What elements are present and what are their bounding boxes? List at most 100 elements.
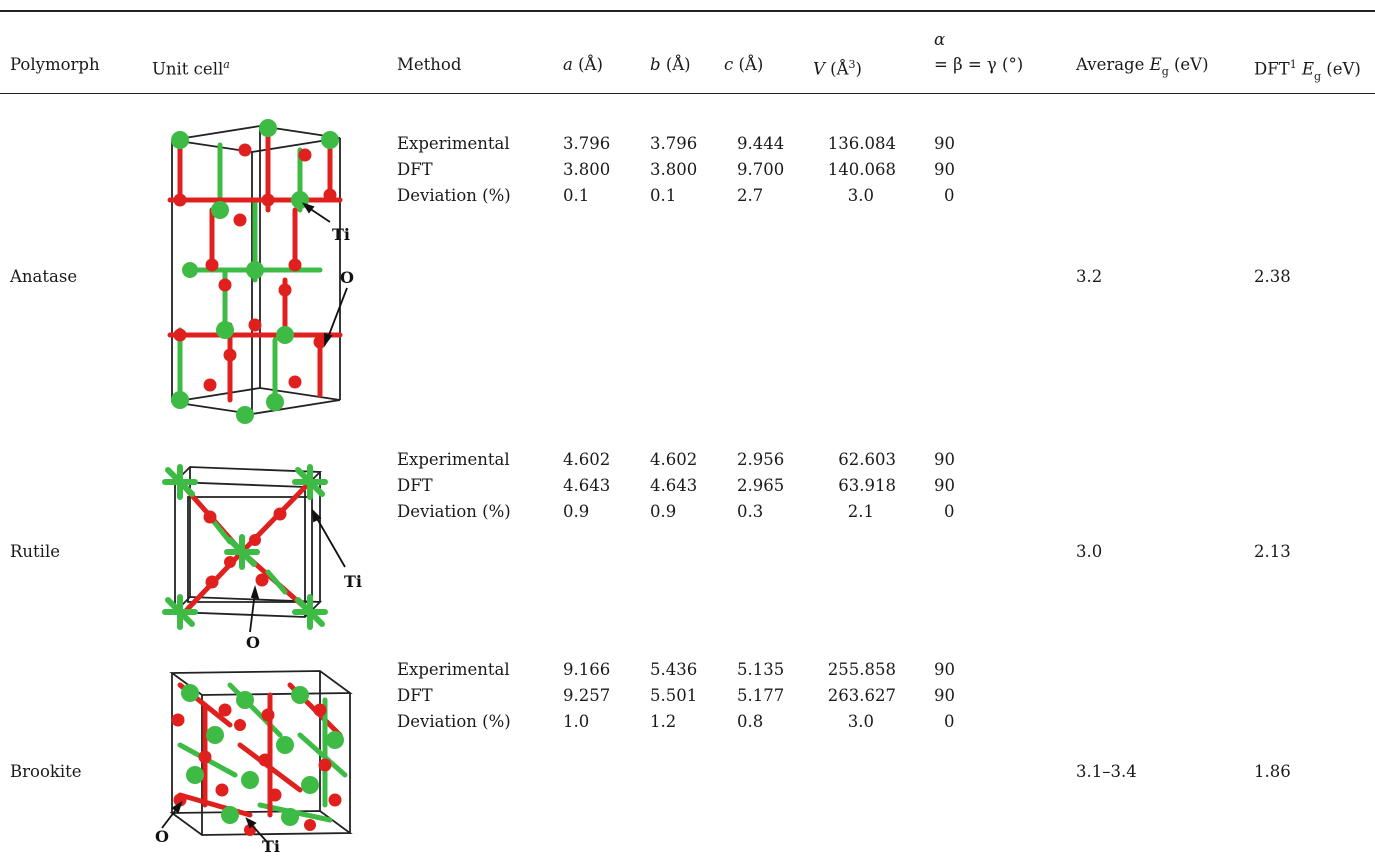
row-anatase-angle-dft: 90 (934, 160, 955, 179)
header-c: c (Å) (724, 55, 763, 75)
row-anatase-c-dev: 2.7 (737, 186, 764, 205)
rutile-unit-cell-image: Ti O (150, 452, 365, 652)
anatase-o-label: O (340, 268, 354, 287)
rutile-ti-label: Ti (344, 572, 362, 591)
header-alpha: α (934, 30, 945, 50)
row-brookite-dft-eg: 1.86 (1254, 762, 1291, 781)
header-dft-eg-symbol: E (1301, 59, 1314, 79)
row-rutile-a-dft: 4.643 (563, 476, 611, 495)
row-rutile-angle-exp: 90 (934, 450, 955, 469)
header-average-eg-symbol: E (1149, 55, 1162, 74)
header-v-unit-exp: 3 (848, 58, 856, 71)
header-dft-eg-unit: (eV) (1321, 59, 1361, 79)
header-dft-footnote: 1 (1289, 58, 1297, 71)
header-alpha-symbol: α (934, 30, 946, 49)
rutile-o-label: O (246, 633, 260, 650)
header-angle-rest: = β = γ (°) (934, 55, 1024, 74)
header-average-eg-unit: (eV) (1168, 55, 1209, 74)
header-dft-label: DFT (1254, 59, 1290, 79)
row-brookite-v-dft: 263.627 (827, 686, 896, 705)
row-rutile-angle-dft: 90 (934, 476, 955, 495)
row-brookite-average-eg: 3.1–3.4 (1076, 762, 1137, 781)
row-anatase-b-exp: 3.796 (650, 134, 698, 153)
row-brookite-c-dev: 0.8 (737, 712, 764, 731)
header-v-unit-close: ) (855, 59, 862, 79)
header-polymorph: Polymorph (10, 55, 100, 74)
header-b-unit: (Å) (665, 55, 691, 74)
header-unit-cell: Unit cella (152, 55, 230, 80)
row-rutile-polymorph: Rutile (10, 542, 60, 561)
row-rutile-c-dev: 0.3 (737, 502, 764, 521)
row-anatase-v-dev: 3.0 (847, 186, 874, 205)
row-rutile-method-exp: Experimental (397, 450, 510, 469)
header-unit-cell-footnote: a (223, 58, 230, 71)
row-rutile-v-dev: 2.1 (847, 502, 874, 521)
row-rutile-method-dft: DFT (397, 476, 433, 495)
anatase-label-arrows (301, 202, 348, 347)
row-anatase-polymorph: Anatase (10, 267, 78, 286)
header-a-symbol: a (563, 55, 573, 74)
table-top-rule (0, 10, 1375, 12)
row-anatase-c-exp: 9.444 (737, 134, 785, 153)
rutile-cell-frame (172, 466, 323, 618)
row-brookite-b-dft: 5.501 (650, 686, 698, 705)
row-brookite-c-exp: 5.135 (737, 660, 785, 679)
anatase-unit-cell-image: Ti O (150, 100, 365, 435)
header-dft-eg: DFT1 Eg (eV) (1254, 55, 1361, 86)
row-rutile-v-dft: 63.918 (838, 476, 896, 495)
row-rutile-b-dev: 0.9 (650, 502, 677, 521)
row-rutile-c-dft: 2.965 (737, 476, 785, 495)
row-anatase-a-dft: 3.800 (563, 160, 611, 179)
row-rutile-a-dev: 0.9 (563, 502, 590, 521)
row-anatase-angle-exp: 90 (934, 134, 955, 153)
row-brookite-b-dev: 1.2 (650, 712, 677, 731)
row-brookite-angle-exp: 90 (934, 660, 955, 679)
header-c-symbol: c (724, 55, 734, 74)
header-a: a (Å) (563, 55, 603, 75)
row-anatase-c-dft: 9.700 (737, 160, 785, 179)
row-anatase-a-exp: 3.796 (563, 134, 611, 153)
row-rutile-dft-eg: 2.13 (1254, 542, 1291, 561)
row-anatase-angle-dev: 0 (944, 186, 955, 205)
header-a-unit: (Å) (578, 55, 603, 74)
row-rutile-c-exp: 2.956 (737, 450, 785, 469)
rutile-o-atoms (203, 507, 287, 589)
row-anatase-average-eg: 3.2 (1076, 267, 1103, 286)
row-brookite-method-dev: Deviation (%) (397, 712, 511, 731)
row-brookite-method-dft: DFT (397, 686, 433, 705)
anatase-structure-diagram: Ti O (167, 119, 354, 424)
row-brookite-angle-dft: 90 (934, 686, 955, 705)
row-brookite-c-dft: 5.177 (737, 686, 785, 705)
rutile-structure-diagram: Ti O (162, 464, 362, 652)
anatase-ti-label: Ti (332, 225, 350, 244)
brookite-o-label: O (155, 827, 169, 846)
brookite-unit-cell-image: O Ti (150, 665, 365, 856)
row-anatase-method-dft: DFT (397, 160, 433, 179)
row-brookite-method-exp: Experimental (397, 660, 510, 679)
header-v: V (Å3) (813, 55, 862, 80)
header-b-symbol: b (650, 55, 661, 74)
header-dft-eg-sub: g (1313, 69, 1322, 83)
row-brookite-b-exp: 5.436 (650, 660, 698, 679)
anatase-ti-atoms (171, 119, 339, 424)
header-v-unit: (Å (830, 59, 849, 79)
header-average-eg: Average Eg (eV) (1076, 55, 1209, 81)
row-anatase-v-exp: 136.084 (827, 134, 896, 153)
brookite-ti-label: Ti (262, 837, 280, 853)
header-b: b (Å) (650, 55, 691, 75)
row-anatase-method-dev: Deviation (%) (397, 186, 511, 205)
rutile-ti-atoms (162, 464, 328, 630)
brookite-structure-diagram: O Ti (155, 670, 353, 856)
anatase-o-atoms (173, 143, 337, 392)
row-anatase-method-exp: Experimental (397, 134, 510, 153)
row-brookite-angle-dev: 0 (944, 712, 955, 731)
row-rutile-b-exp: 4.602 (650, 450, 698, 469)
row-brookite-a-dev: 1.0 (563, 712, 590, 731)
rutile-label-arrows (249, 508, 346, 633)
brookite-o-atoms (171, 703, 342, 836)
row-anatase-v-dft: 140.068 (827, 160, 896, 179)
row-brookite-v-exp: 255.858 (827, 660, 896, 679)
row-brookite-v-dev: 3.0 (847, 712, 874, 731)
row-rutile-v-exp: 62.603 (838, 450, 896, 469)
row-rutile-angle-dev: 0 (944, 502, 955, 521)
